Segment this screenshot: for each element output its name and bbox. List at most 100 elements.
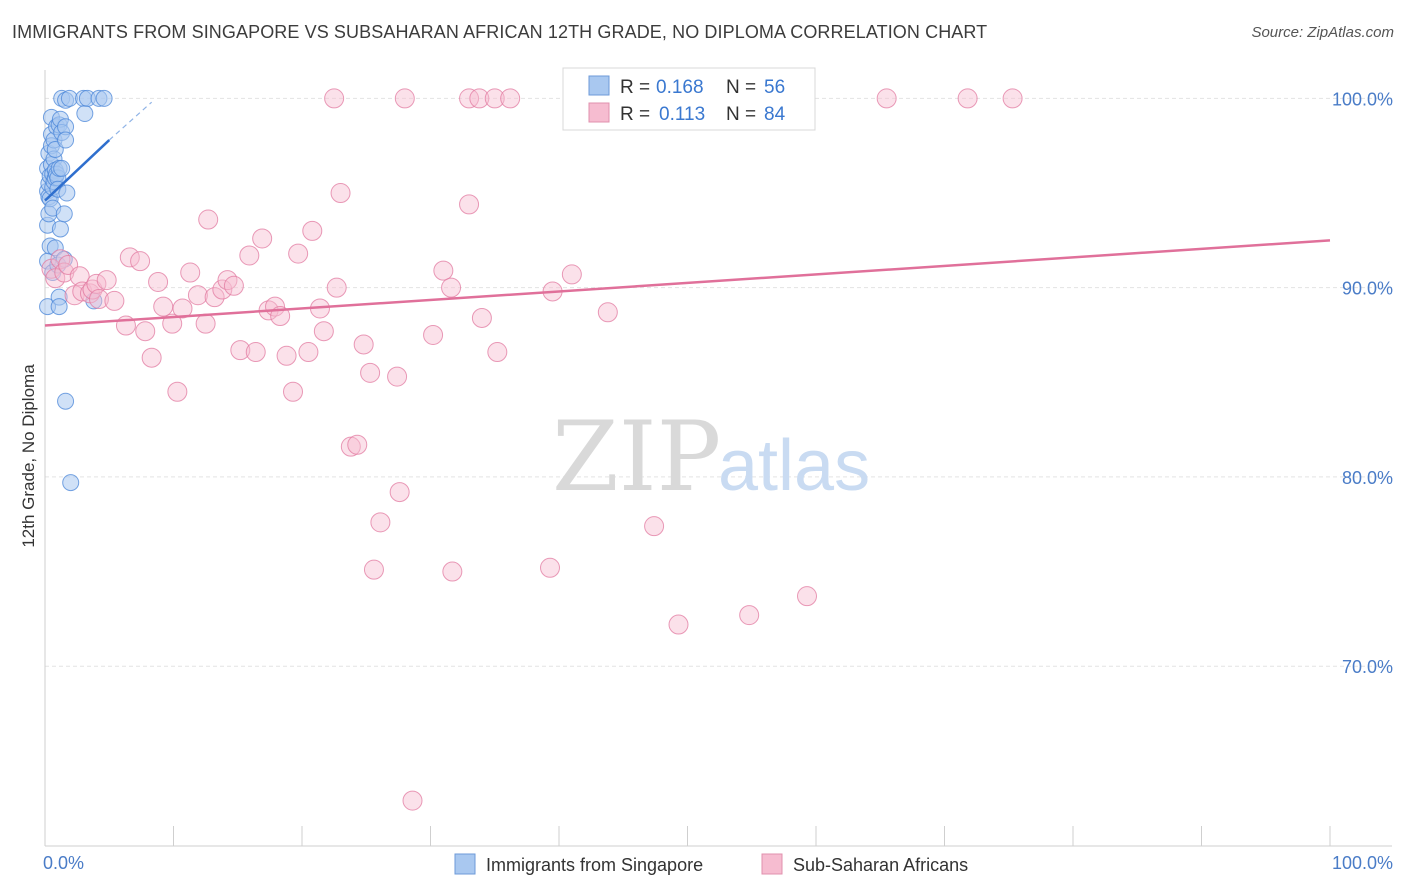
subsaharan-point-25 xyxy=(187,285,208,306)
subsaharan-point-11 xyxy=(88,289,109,310)
subsaharan-point-46 xyxy=(326,277,347,298)
subsaharan-point-10 xyxy=(86,273,107,294)
subsaharan-point-61 xyxy=(459,194,480,215)
subsaharan-point-81 xyxy=(876,88,897,109)
subsaharan-point-29 xyxy=(212,279,233,300)
subsaharan-point-53 xyxy=(370,512,391,533)
singapore-point-40 xyxy=(53,159,71,177)
singapore-point-37 xyxy=(51,220,69,238)
trend-line-singapore xyxy=(44,139,111,202)
subsaharan-point-49 xyxy=(347,434,368,455)
subsaharan-point-75 xyxy=(469,88,490,109)
subsaharan-point-28 xyxy=(204,287,225,308)
subsaharan-point-21 xyxy=(162,313,183,334)
subsaharan-point-52 xyxy=(363,559,384,580)
legend-n-value-0: 56 xyxy=(764,77,785,98)
subsaharan-point-73 xyxy=(394,88,415,109)
subsaharan-point-47 xyxy=(330,183,351,204)
y-axis-label: 12th Grade, No Diploma xyxy=(19,364,38,548)
subsaharan-point-70 xyxy=(739,605,760,626)
subsaharan-point-60 xyxy=(442,561,463,582)
subsaharan-point-35 xyxy=(252,228,273,249)
series-singapore xyxy=(39,89,113,492)
singapore-point-49 xyxy=(62,474,80,492)
subsaharan-point-17 xyxy=(135,321,156,342)
subsaharan-point-32 xyxy=(230,340,251,361)
legend-n-value-1: 84 xyxy=(764,104,786,125)
singapore-point-46 xyxy=(58,184,76,202)
subsaharan-point-83 xyxy=(1002,88,1023,109)
y-tick-label-0: 70.0% xyxy=(1342,657,1393,677)
singapore-point-41 xyxy=(55,205,73,223)
subsaharan-point-43 xyxy=(302,220,323,241)
subsaharan-point-69 xyxy=(668,614,689,635)
singapore-point-47 xyxy=(57,392,75,410)
legend-r-value-0: 0.168 xyxy=(656,77,704,98)
chart-source: Source: ZipAtlas.com xyxy=(1251,24,1394,41)
trend-line-subsaharan xyxy=(44,239,1331,327)
singapore-point-45 xyxy=(57,131,75,149)
subsaharan-point-50 xyxy=(353,334,374,355)
subsaharan-point-42 xyxy=(298,342,319,363)
subsaharan-point-56 xyxy=(402,790,423,811)
subsaharan-point-66 xyxy=(561,264,582,285)
subsaharan-point-54 xyxy=(387,366,408,387)
subsaharan-point-57 xyxy=(423,324,444,345)
subsaharan-point-68 xyxy=(644,516,665,537)
subsaharan-point-72 xyxy=(324,88,345,109)
watermark-atlas: atlas xyxy=(718,426,870,506)
series-subsaharan xyxy=(41,88,1023,811)
trend-lines xyxy=(44,101,1331,327)
subsaharan-point-40 xyxy=(283,381,304,402)
axes xyxy=(44,70,1392,847)
subsaharan-point-24 xyxy=(180,262,201,283)
legend-box: R = 0.168 N = 56 R = 0.113 N = 84 xyxy=(562,67,816,131)
subsaharan-point-64 xyxy=(540,557,561,578)
subsaharan-point-63 xyxy=(487,342,508,363)
y-tick-label-1: 80.0% xyxy=(1342,468,1393,488)
singapore-point-55 xyxy=(95,89,113,107)
subsaharan-point-30 xyxy=(217,270,238,291)
bottom-legend: Immigrants from Singapore Sub-Saharan Af… xyxy=(454,853,968,875)
chart-title: IMMIGRANTS FROM SINGAPORE VS SUBSAHARAN … xyxy=(12,22,988,42)
legend-n-label-0: N = xyxy=(726,77,756,98)
watermark-zip: ZIP xyxy=(552,401,721,513)
subsaharan-point-55 xyxy=(389,482,410,503)
legend-r-value-1: 0.113 xyxy=(659,104,705,125)
subsaharan-point-82 xyxy=(957,88,978,109)
legend-swatch-pink xyxy=(588,102,610,123)
subsaharan-point-51 xyxy=(360,362,381,383)
subsaharan-point-33 xyxy=(239,245,260,266)
subsaharan-point-15 xyxy=(119,247,140,268)
subsaharan-point-13 xyxy=(104,290,125,311)
subsaharan-point-23 xyxy=(172,298,193,319)
subsaharan-point-22 xyxy=(167,381,188,402)
subsaharan-point-58 xyxy=(433,260,454,281)
subsaharan-point-59 xyxy=(441,277,462,298)
subsaharan-point-20 xyxy=(153,296,174,317)
subsaharan-point-12 xyxy=(96,270,117,291)
trend-line-singapore-extension xyxy=(108,101,153,141)
subsaharan-point-34 xyxy=(245,342,266,363)
subsaharan-point-18 xyxy=(141,347,162,368)
subsaharan-point-67 xyxy=(597,302,618,323)
subsaharan-point-19 xyxy=(148,271,169,292)
subsaharan-point-26 xyxy=(195,313,216,334)
subsaharan-point-74 xyxy=(459,88,480,109)
subsaharan-point-6 xyxy=(69,266,90,287)
subsaharan-point-62 xyxy=(471,307,492,328)
singapore-point-26 xyxy=(46,239,64,257)
legend-n-label-1: N = xyxy=(726,104,756,125)
subsaharan-point-77 xyxy=(500,88,521,109)
subsaharan-point-76 xyxy=(484,88,505,109)
grid-lines xyxy=(45,97,1392,667)
x-tick-label-0: 0.0% xyxy=(43,853,84,873)
subsaharan-point-45 xyxy=(313,321,334,342)
subsaharan-point-27 xyxy=(198,209,219,230)
subsaharan-point-31 xyxy=(223,275,244,296)
bottom-legend-swatch-pink xyxy=(761,853,783,875)
singapore-point-48 xyxy=(60,89,78,107)
x-tick-label-1: 100.0% xyxy=(1332,853,1393,873)
singapore-point-51 xyxy=(76,105,94,123)
